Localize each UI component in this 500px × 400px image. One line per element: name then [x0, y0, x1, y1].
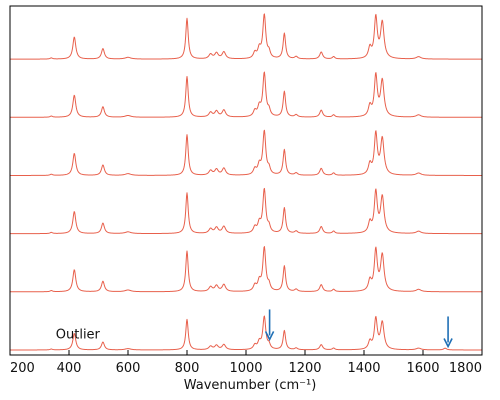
x-tick-label: 800	[175, 361, 200, 376]
arrow-marker-1	[264, 309, 275, 342]
x-tick-label: 1600	[406, 361, 439, 376]
arrow-head	[264, 331, 275, 342]
spectrum-line-1	[9, 13, 482, 60]
spectrum-line-5	[9, 246, 482, 293]
arrow-marker-2	[443, 316, 453, 349]
annotation-layer: Outlier	[56, 309, 453, 349]
series-layer	[9, 13, 482, 351]
x-axis-label: Wavenumber (cm⁻¹)	[184, 378, 317, 393]
x-tick-label: 200	[10, 361, 35, 376]
spectrum-line-2	[9, 71, 482, 118]
spectrum-line-6	[9, 315, 482, 351]
x-tick-label: 400	[57, 361, 82, 376]
x-tick-label: 600	[116, 361, 141, 376]
x-tick-label: 1400	[347, 361, 380, 376]
x-tick-label: 1000	[229, 361, 262, 376]
x-axis-ticks: 200 400 600 800 1000 1200 1400 1600 1800	[9, 350, 483, 376]
spectrum-line-3	[9, 129, 482, 176]
spectrum-line-4	[9, 187, 482, 235]
arrow-head	[443, 338, 453, 349]
x-tick-label: 1200	[288, 361, 321, 376]
x-tick-label: 1800	[449, 361, 482, 376]
outlier-annotation: Outlier	[56, 328, 101, 343]
